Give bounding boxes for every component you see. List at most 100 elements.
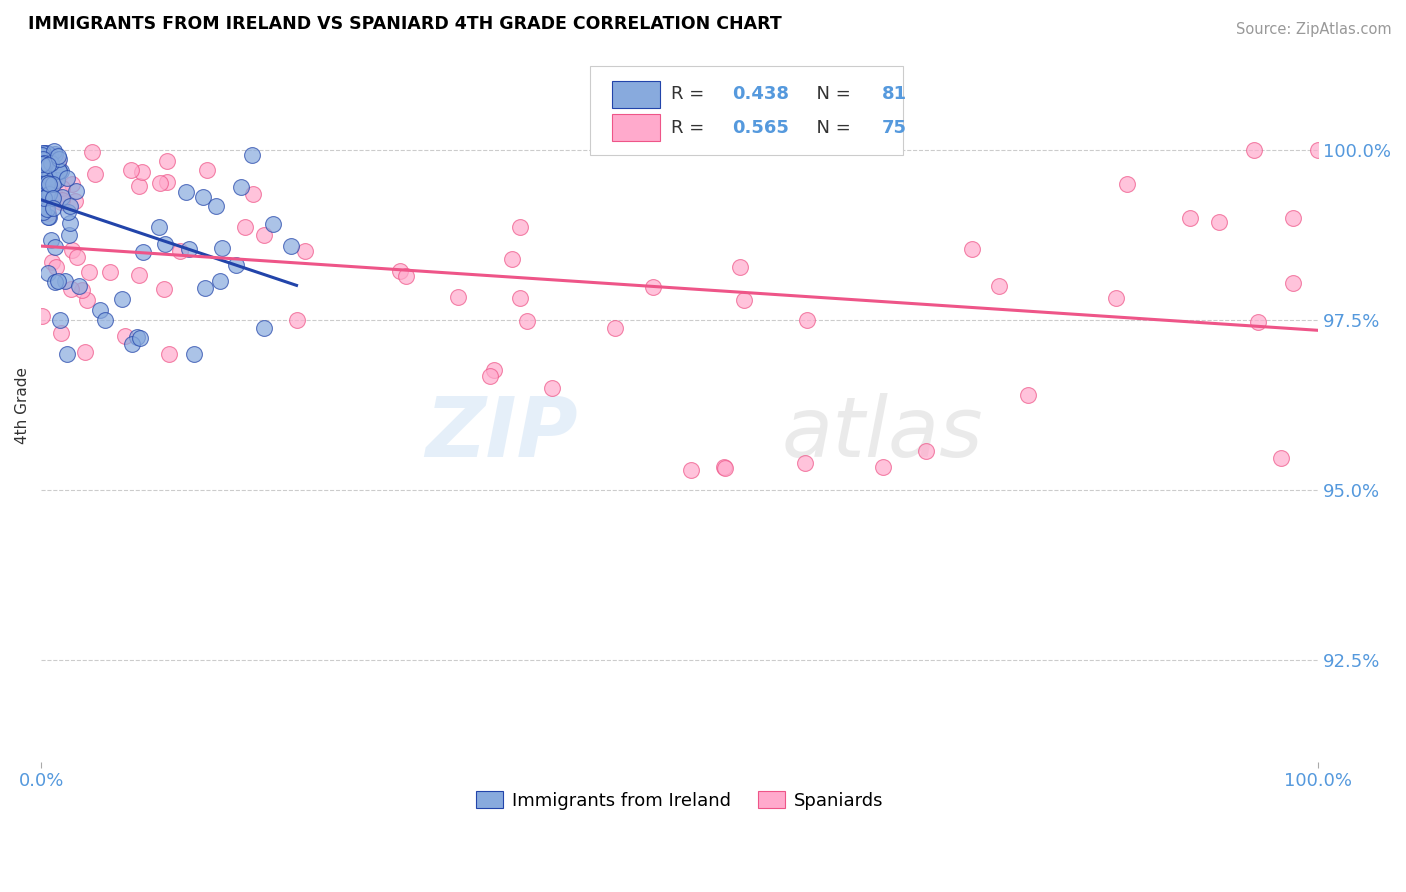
Point (58, 216, 80, 230)
Legend: Immigrants from Ireland, Spaniards: Immigrants from Ireland, Spaniards (468, 784, 891, 817)
Point (39, 185, 62, 199)
Point (32, 191, 55, 205)
Point (42, 186, 65, 200)
Bar (612, 80, 661, 108)
Point (53, 274, 76, 288)
Point (509, 219, 531, 234)
Point (38, 148, 60, 162)
Point (41, 255, 63, 269)
Point (32, 204, 55, 219)
Point (153, 282, 176, 296)
Point (1270, 451, 1292, 466)
Point (294, 244, 316, 258)
Point (31, 149, 53, 163)
Point (1282, 276, 1305, 290)
Point (205, 199, 228, 213)
Point (125, 330, 148, 344)
Point (240, 148, 263, 162)
Point (41, 188, 63, 202)
Point (131, 164, 153, 178)
Point (82, 145, 104, 159)
Point (129, 331, 152, 345)
Point (51, 194, 73, 208)
Point (41, 177, 63, 191)
Point (44, 240, 66, 254)
Point (77, 265, 100, 279)
Point (1115, 178, 1137, 192)
Point (177, 242, 200, 256)
Point (1208, 215, 1230, 229)
Point (987, 279, 1010, 293)
Y-axis label: 4th Grade: 4th Grade (15, 367, 30, 443)
Point (48, 164, 70, 178)
Point (509, 291, 531, 305)
Point (233, 220, 256, 235)
Point (35, 145, 58, 160)
Point (37, 206, 59, 220)
Point (48, 153, 70, 167)
Point (31, 182, 53, 196)
Point (46, 149, 69, 163)
Point (253, 227, 276, 242)
Point (211, 241, 233, 255)
Point (681, 463, 703, 477)
Point (253, 321, 276, 335)
Point (38, 186, 60, 201)
Point (76, 293, 98, 307)
Point (262, 217, 284, 231)
Point (478, 369, 501, 384)
Point (1105, 291, 1128, 305)
Point (44, 275, 66, 289)
Point (156, 175, 179, 189)
Point (484, 362, 506, 376)
Point (34, 156, 56, 170)
Point (209, 274, 232, 288)
Point (37, 211, 59, 225)
Point (60, 177, 83, 191)
Point (51, 190, 73, 204)
Point (38, 153, 60, 168)
Text: N =: N = (804, 119, 856, 136)
Point (389, 264, 412, 278)
Point (132, 245, 155, 260)
Point (195, 163, 218, 178)
Point (58, 205, 80, 219)
Point (38, 178, 60, 192)
Point (641, 280, 664, 294)
Point (31, 186, 53, 201)
Point (65, 184, 87, 198)
Point (225, 258, 247, 272)
Point (49, 164, 72, 178)
Point (45, 260, 67, 274)
Point (48, 163, 70, 178)
Text: 0.438: 0.438 (733, 85, 789, 103)
Point (37, 202, 59, 216)
Point (156, 153, 179, 168)
Point (51, 194, 73, 209)
Point (44, 144, 66, 158)
Point (38, 210, 60, 224)
Point (176, 185, 198, 199)
Point (60, 243, 83, 257)
Point (31, 191, 53, 205)
Text: 75: 75 (882, 119, 907, 136)
Point (37, 267, 59, 281)
Point (46, 155, 69, 169)
Point (153, 237, 176, 252)
Point (128, 178, 150, 193)
Point (169, 244, 191, 259)
Point (1247, 315, 1270, 329)
Bar (612, 114, 661, 141)
FancyBboxPatch shape (591, 66, 903, 155)
Point (32, 146, 55, 161)
Point (728, 260, 751, 274)
Point (32, 145, 55, 160)
Point (51, 181, 73, 195)
Text: IMMIGRANTS FROM IRELAND VS SPANIARD 4TH GRADE CORRELATION CHART: IMMIGRANTS FROM IRELAND VS SPANIARD 4TH … (28, 15, 782, 33)
Point (395, 269, 418, 284)
Text: Source: ZipAtlas.com: Source: ZipAtlas.com (1236, 22, 1392, 37)
Point (242, 187, 264, 202)
Point (58, 228, 80, 243)
Text: 81: 81 (882, 85, 907, 103)
Point (605, 321, 627, 335)
